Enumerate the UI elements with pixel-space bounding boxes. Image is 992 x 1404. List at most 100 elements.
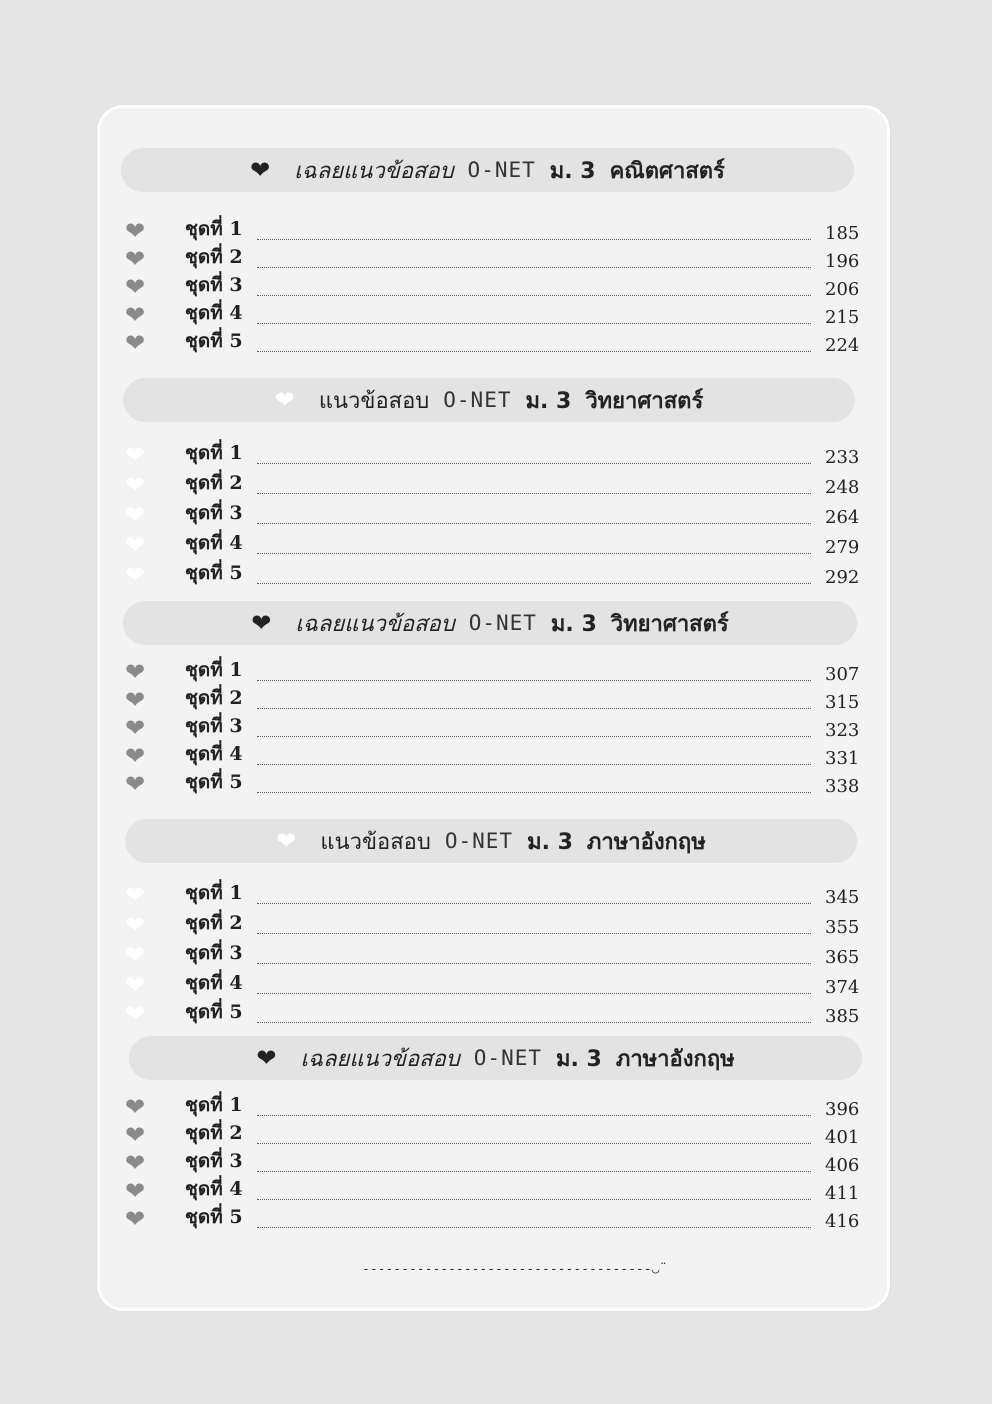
dot-leader — [257, 792, 811, 793]
entry-label: ชุดที่ 3 — [185, 274, 243, 296]
dot-leader — [257, 903, 811, 904]
section-prefix: แนวข้อสอบ — [318, 388, 430, 414]
toc-entry[interactable]: ❤ ชุดที่ 2 196 — [125, 246, 859, 272]
toc-entry[interactable]: ❤ ชุดที่ 3 206 — [125, 274, 859, 300]
entry-label: ชุดที่ 2 — [185, 472, 243, 494]
dot-leader — [257, 463, 811, 464]
entry-label: ชุดที่ 1 — [185, 659, 243, 681]
dot-leader — [257, 1199, 811, 1200]
toc-entry[interactable]: ❤ ชุดที่ 3 264 — [125, 502, 860, 528]
toc-entry[interactable]: ❤ ชุดที่ 2 401 — [125, 1121, 860, 1149]
heart-icon: ❤ — [256, 1044, 277, 1072]
toc-entry[interactable]: ❤ ชุดที่ 1 396 — [125, 1093, 860, 1121]
entry-label: ชุดที่ 3 — [185, 502, 243, 524]
section-exam: O-NET — [443, 388, 512, 412]
toc-entry[interactable]: ❤ ชุดที่ 5 292 — [125, 562, 859, 588]
footer-dashes: ------------------------------------- — [362, 1262, 652, 1277]
toc-entry[interactable]: ❤ ชุดที่ 2 355 — [125, 911, 860, 939]
section-header: ❤ เฉลยแนวข้อสอบ O-NET ม. 3 คณิตศาสตร์ — [121, 148, 854, 192]
section-exam: O-NET — [473, 1046, 542, 1070]
dot-leader — [257, 1143, 811, 1144]
section-level: ม. 3 — [556, 1046, 602, 1072]
entry-page-number: 365 — [825, 947, 860, 968]
entry-label: ชุดที่ 1 — [185, 218, 243, 240]
toc-entry[interactable]: ❤ ชุดที่ 4 331 — [125, 743, 859, 769]
entry-page-number: 385 — [825, 1006, 860, 1027]
entry-page-number: 264 — [825, 507, 860, 528]
toc-entry[interactable]: ❤ ชุดที่ 2 248 — [125, 471, 859, 499]
dot-leader — [257, 1227, 811, 1228]
entry-page-number: 345 — [825, 887, 860, 908]
toc-entry[interactable]: ❤ ชุดที่ 4 215 — [125, 301, 860, 329]
entry-page-number: 411 — [825, 1183, 860, 1204]
toc-entry[interactable]: ❤ ชุดที่ 5 416 — [125, 1206, 859, 1232]
heart-icon: ❤ — [125, 941, 146, 969]
section-exam: O-NET — [444, 829, 514, 853]
section-subject: ภาษาอังกฤษ — [615, 1046, 735, 1072]
entry-label: ชุดที่ 1 — [185, 882, 243, 904]
toc-entry[interactable]: ❤ ชุดที่ 3 323 — [125, 715, 860, 741]
dot-leader — [257, 239, 811, 240]
toc-entry[interactable]: ❤ ชุดที่ 1 233 — [125, 442, 859, 468]
dot-leader — [257, 523, 811, 524]
section-exam: O-NET — [467, 158, 536, 182]
heart-icon: ❤ — [125, 1093, 146, 1121]
dot-leader — [257, 993, 811, 994]
entry-label: ชุดที่ 5 — [185, 1001, 243, 1023]
entry-label: ชุดที่ 1 — [185, 1094, 243, 1116]
heart-icon: ❤ — [125, 1121, 146, 1149]
entry-page-number: 396 — [825, 1099, 860, 1120]
toc-entry[interactable]: ❤ ชุดที่ 4 374 — [125, 972, 859, 998]
heart-icon: ❤ — [125, 217, 146, 245]
toc-entry[interactable]: ❤ ชุดที่ 2 315 — [125, 686, 859, 714]
smiley-icon: ◡̈ — [651, 1262, 660, 1277]
section-exam: O-NET — [468, 611, 537, 635]
dot-leader — [257, 583, 811, 584]
dot-leader — [257, 493, 811, 494]
entry-label: ชุดที่ 2 — [185, 1122, 243, 1144]
entry-page-number: 215 — [825, 307, 860, 328]
entry-label: ชุดที่ 2 — [185, 246, 243, 268]
dot-leader — [257, 708, 811, 709]
section-prefix: เฉลยแนวข้อสอบ — [300, 1046, 460, 1072]
entry-page-number: 401 — [825, 1127, 860, 1148]
entry-label: ชุดที่ 4 — [185, 743, 243, 765]
heart-icon: ❤ — [125, 658, 146, 686]
section-header: ❤ แนวข้อสอบ O-NET ม. 3 ภาษาอังกฤษ — [125, 819, 857, 863]
section-prefix: เฉลยแนวข้อสอบ — [294, 158, 454, 184]
heart-icon: ❤ — [276, 827, 297, 855]
entry-page-number: 355 — [825, 917, 860, 938]
toc-entry[interactable]: ❤ ชุดที่ 5 385 — [125, 1000, 860, 1028]
heart-icon: ❤ — [250, 156, 271, 184]
heart-icon: ❤ — [125, 1000, 146, 1028]
toc-entry[interactable]: ❤ ชุดที่ 1 185 — [125, 217, 859, 245]
dot-leader — [257, 553, 811, 554]
toc-entry[interactable]: ❤ ชุดที่ 5 338 — [125, 771, 860, 797]
toc-entry[interactable]: ❤ ชุดที่ 1 345 — [125, 882, 860, 908]
heart-icon: ❤ — [125, 1177, 146, 1205]
toc-entry[interactable]: ❤ ชุดที่ 5 224 — [125, 329, 859, 357]
dot-leader — [257, 1115, 811, 1116]
heart-icon: ❤ — [274, 386, 295, 414]
section-level: ม. 3 — [549, 158, 596, 184]
heart-icon: ❤ — [125, 301, 146, 329]
entry-label: ชุดที่ 4 — [185, 1178, 243, 1200]
heart-icon: ❤ — [125, 329, 146, 357]
toc-entry[interactable]: ❤ ชุดที่ 4 411 — [125, 1177, 860, 1205]
toc-entry[interactable]: ❤ ชุดที่ 3 365 — [125, 941, 860, 969]
dot-leader — [257, 764, 811, 765]
toc-entry[interactable]: ❤ ชุดที่ 3 406 — [125, 1149, 859, 1177]
heart-icon: ❤ — [125, 471, 146, 499]
heart-icon: ❤ — [125, 686, 146, 714]
entry-label: ชุดที่ 1 — [185, 442, 243, 464]
heart-icon: ❤ — [125, 911, 146, 939]
entry-page-number: 338 — [825, 776, 860, 797]
toc-entry[interactable]: ❤ ชุดที่ 1 307 — [125, 658, 859, 686]
section-prefix: แนวข้อสอบ — [320, 829, 431, 855]
dot-leader — [257, 351, 811, 352]
entry-label: ชุดที่ 5 — [185, 330, 243, 352]
entry-page-number: 323 — [825, 720, 860, 741]
toc-entry[interactable]: ❤ ชุดที่ 4 279 — [125, 532, 859, 558]
heart-icon: ❤ — [125, 1149, 146, 1177]
section-level: ม. 3 — [550, 611, 597, 637]
